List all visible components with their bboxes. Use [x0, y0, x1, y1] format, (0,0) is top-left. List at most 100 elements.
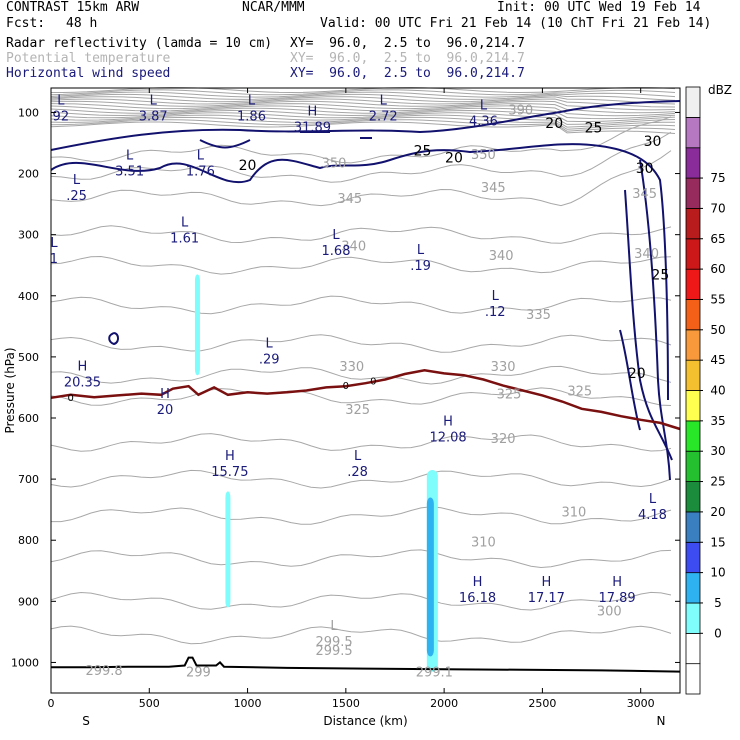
theta-label: 300 — [597, 605, 622, 620]
theta-label: 390 — [508, 103, 533, 118]
theta-band-line — [50, 109, 676, 122]
wind-contour-label: 30 — [644, 134, 662, 150]
theta-label: 350 — [471, 148, 496, 163]
reflectivity-cell — [225, 491, 231, 608]
y-tick-label: 300 — [18, 229, 39, 242]
forecast-hours: 48 h — [66, 16, 98, 31]
wind-contour-label: 25 — [414, 143, 432, 159]
wind-contour-label: 25 — [651, 267, 669, 283]
colorbar-swatch — [685, 86, 701, 118]
x-axis-label: Distance (km) — [323, 714, 407, 728]
wind-contours — [50, 100, 681, 481]
wind-contour-label: 25 — [585, 121, 603, 137]
theta-band-line — [50, 91, 676, 98]
theta-label: 330 — [339, 360, 364, 375]
theta-band-line — [50, 100, 676, 111]
extremum-type: L — [150, 93, 158, 108]
theta-label: 350 — [322, 157, 347, 172]
theta-label: 345 — [337, 192, 362, 207]
extremum-value: 1.86 — [237, 109, 266, 124]
wind-contour — [624, 189, 673, 461]
freezing-level-label: 0 — [370, 376, 376, 387]
extremum-value: .12 — [485, 305, 506, 320]
reflectivity-cells — [194, 274, 438, 672]
colorbar-swatch — [685, 420, 701, 452]
extremum-value: 17.17 — [528, 591, 565, 606]
theta-band-line — [50, 107, 676, 120]
theta-band-line — [50, 89, 676, 96]
theta-contour — [50, 591, 672, 611]
y-tick-label: 400 — [18, 290, 39, 303]
theta-contour — [50, 150, 672, 207]
extremum-value: 299.5 — [315, 635, 352, 650]
extremum-type: L — [266, 337, 274, 352]
x-tick-label: 1000 — [234, 697, 262, 710]
terrain-line — [51, 656, 681, 673]
theta-contour — [50, 433, 672, 452]
theta-band-line — [50, 121, 676, 134]
extremum-value: 15.75 — [211, 465, 248, 480]
colorbar-swatch — [685, 481, 701, 513]
colorbar-label: 25 — [710, 475, 725, 489]
extremum-value: 31.89 — [294, 120, 331, 135]
colorbar-label: 5 — [714, 596, 722, 610]
field-wind-name: Horizontal wind speed — [6, 66, 171, 81]
colorbar-swatch — [685, 511, 701, 543]
x-tick-label: 500 — [139, 697, 160, 710]
colorbar-swatch — [685, 663, 701, 695]
theta-contour — [50, 255, 672, 275]
colorbar-label: 40 — [710, 384, 725, 398]
colorbar-label: 75 — [710, 171, 725, 185]
extremum-type: H — [160, 387, 170, 402]
y-tick-label: 600 — [18, 412, 39, 425]
colorbar-swatch — [685, 329, 701, 361]
contour-labels: 390 350 350 345 345 345 340 340 340 335 330 330 325 3… — [50, 93, 669, 680]
wind-contour — [199, 131, 372, 149]
theta-label: 310 — [561, 506, 586, 521]
extremum-value: 12.08 — [429, 430, 466, 445]
theta-label: 345 — [481, 181, 506, 196]
extremum-type: H — [443, 414, 453, 429]
y-tick-label: 1000 — [11, 656, 39, 669]
colorbar-swatch — [685, 390, 701, 422]
extremum-value: 4.36 — [469, 114, 498, 129]
forecast-label: Fcst: — [6, 16, 46, 31]
theta-contour — [50, 387, 672, 406]
colorbar-unit: dBZ — [708, 83, 732, 97]
dbz-colorbar: 0 5 10 15 20 25 30 35 40 45 50 55 60 65 70 75 dBZ — [685, 83, 732, 695]
x-tick-label: 2000 — [430, 697, 458, 710]
extremum-type: H — [541, 575, 551, 590]
theta-label: 325 — [497, 388, 522, 403]
theta-label: 320 — [491, 432, 516, 447]
extremum-type: L — [330, 619, 338, 634]
colorbar-label: 70 — [710, 201, 725, 215]
wind-contour-label: 20 — [445, 151, 463, 167]
extremum-value: .29 — [259, 353, 280, 368]
wind-contour-label: 30 — [636, 161, 654, 177]
extremum-type: L — [417, 243, 425, 258]
extremum-value: 2.72 — [369, 109, 398, 124]
extremum-type: H — [612, 575, 622, 590]
freezing-level-line — [50, 369, 681, 431]
theta-label: 299 — [186, 666, 211, 681]
extremum-type: L — [649, 492, 657, 507]
colorbar-label: 50 — [710, 323, 725, 337]
theta-label: 335 — [526, 308, 551, 323]
south-label: S — [82, 714, 90, 728]
theta-contour — [50, 116, 672, 164]
organization-label: NCAR/MMM — [242, 0, 305, 15]
north-label: N — [657, 714, 666, 728]
extremum-type: H — [473, 575, 483, 590]
extremum-value: 20 — [157, 403, 174, 418]
colorbar-label: 20 — [710, 505, 725, 519]
extremum-value: 92 — [53, 109, 70, 124]
extremum-value: .28 — [347, 465, 368, 480]
colorbar-label: 45 — [710, 353, 725, 367]
y-tick-label: 200 — [18, 168, 39, 181]
extremum-type: L — [181, 216, 189, 231]
theta-contour — [50, 295, 672, 315]
wind-contour — [108, 332, 120, 346]
extremum-type: L — [380, 93, 388, 108]
colorbar-swatch — [685, 207, 701, 240]
extremum-value: 1.68 — [322, 244, 351, 259]
